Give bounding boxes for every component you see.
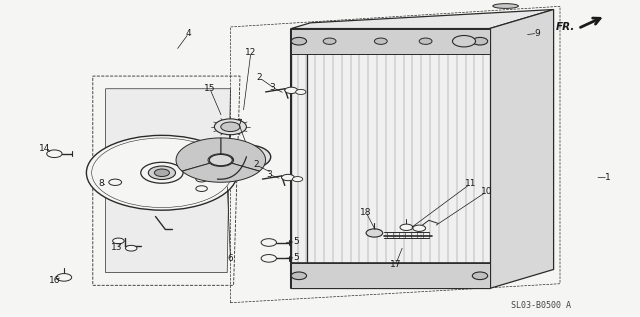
Circle shape <box>196 186 207 191</box>
Circle shape <box>366 229 383 237</box>
Text: 3: 3 <box>269 83 275 92</box>
Text: 2: 2 <box>257 73 262 82</box>
Circle shape <box>296 89 306 94</box>
Circle shape <box>113 238 124 244</box>
Text: 7: 7 <box>236 119 241 128</box>
Circle shape <box>240 154 253 160</box>
Circle shape <box>214 119 246 135</box>
Polygon shape <box>182 163 260 182</box>
Text: 18: 18 <box>360 208 372 217</box>
Text: 5: 5 <box>293 237 298 246</box>
Circle shape <box>222 145 271 169</box>
Circle shape <box>86 135 237 210</box>
Text: 17: 17 <box>390 260 401 269</box>
Circle shape <box>413 225 426 231</box>
Ellipse shape <box>493 3 518 8</box>
Text: FR.: FR. <box>556 22 575 32</box>
Text: 6: 6 <box>228 254 233 263</box>
Circle shape <box>452 36 476 47</box>
Circle shape <box>125 245 137 251</box>
Text: 1: 1 <box>605 173 611 182</box>
Circle shape <box>56 274 72 281</box>
Circle shape <box>400 224 413 230</box>
Polygon shape <box>291 10 554 29</box>
Bar <box>291 29 490 288</box>
Circle shape <box>47 150 62 158</box>
Circle shape <box>141 162 183 183</box>
Text: 3: 3 <box>266 170 271 179</box>
Text: SL03-B0500 A: SL03-B0500 A <box>511 301 571 310</box>
Text: 4: 4 <box>186 29 191 38</box>
Text: 14: 14 <box>39 145 51 153</box>
Circle shape <box>292 177 303 182</box>
Text: 2: 2 <box>253 160 259 169</box>
Circle shape <box>196 176 207 182</box>
Circle shape <box>261 239 276 246</box>
Text: 10: 10 <box>481 187 492 196</box>
Text: 8: 8 <box>99 179 104 188</box>
Circle shape <box>261 255 276 262</box>
Circle shape <box>472 37 488 45</box>
Bar <box>291 29 490 54</box>
Circle shape <box>285 87 298 94</box>
Circle shape <box>374 38 387 44</box>
Polygon shape <box>221 138 266 171</box>
Circle shape <box>109 179 122 185</box>
Text: 13: 13 <box>111 243 122 252</box>
Circle shape <box>419 38 432 44</box>
Circle shape <box>291 272 307 280</box>
Circle shape <box>472 272 488 280</box>
Text: 16: 16 <box>49 276 60 285</box>
Text: 11: 11 <box>465 179 476 188</box>
Text: 15: 15 <box>204 84 216 93</box>
Polygon shape <box>106 89 230 273</box>
Circle shape <box>209 154 232 166</box>
Text: 9: 9 <box>535 29 540 38</box>
Circle shape <box>148 166 175 179</box>
Polygon shape <box>490 10 554 288</box>
Circle shape <box>323 38 336 44</box>
Circle shape <box>154 169 170 177</box>
Text: 5: 5 <box>293 253 298 262</box>
Text: 12: 12 <box>245 48 257 57</box>
Circle shape <box>282 174 294 181</box>
Polygon shape <box>176 138 221 171</box>
Circle shape <box>291 37 307 45</box>
Bar <box>291 263 490 288</box>
Circle shape <box>232 150 260 164</box>
Circle shape <box>221 122 240 132</box>
